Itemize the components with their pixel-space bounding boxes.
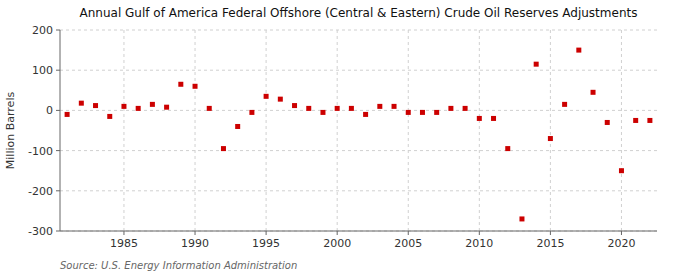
x-tick-label: 2015 (536, 237, 564, 250)
y-axis-label: Million Barrels (4, 92, 17, 170)
y-grid-line (60, 150, 657, 151)
point (576, 48, 581, 53)
point (463, 106, 468, 111)
point (79, 101, 84, 106)
y-axis-line (60, 30, 61, 231)
y-tick-label: 100 (32, 64, 53, 77)
point (264, 94, 269, 99)
point (633, 118, 638, 123)
y-tick (56, 70, 60, 71)
title: Annual Gulf of America Federal Offshore … (80, 6, 638, 20)
x-tick-label: 2000 (323, 237, 351, 250)
x-tick-label: 2020 (607, 237, 635, 250)
point (519, 216, 524, 221)
point (292, 103, 297, 108)
y-tick (56, 231, 60, 232)
x-tick (479, 231, 480, 235)
point (647, 118, 652, 123)
x-tick-label: 2010 (465, 237, 493, 250)
point (477, 116, 482, 121)
point (335, 106, 340, 111)
point (221, 146, 226, 151)
point (278, 97, 283, 102)
chart: -300 -200 -100 0 100 200 1985 1990 1995 2000 2005 2… (0, 0, 675, 275)
point (150, 102, 155, 107)
y-tick-label: 200 (32, 24, 53, 37)
y-tick (56, 150, 60, 151)
x-grid-line (621, 30, 622, 231)
x-grid-line (550, 30, 551, 231)
x-tick-label: 1985 (110, 237, 138, 250)
x-grid-line (195, 30, 196, 231)
point (107, 114, 112, 119)
y-grid-line (60, 70, 657, 71)
x-tick (123, 231, 124, 235)
y-tick-label: -200 (28, 185, 53, 198)
y-grid-line (60, 30, 657, 31)
point (534, 62, 539, 67)
x-tick (266, 231, 267, 235)
x-grid-line (408, 30, 409, 231)
point (434, 110, 439, 115)
source-note: Source: U.S. Energy Information Administ… (60, 260, 297, 271)
point (591, 90, 596, 95)
point (249, 110, 254, 115)
y-tick (56, 190, 60, 191)
points (65, 48, 653, 222)
point (562, 102, 567, 107)
point (491, 116, 496, 121)
point (178, 82, 183, 87)
point (349, 106, 354, 111)
point (136, 106, 141, 111)
x-tick-label: 1990 (181, 237, 209, 250)
point (377, 104, 382, 109)
axes: -300 -200 -100 0 100 200 1985 1990 1995 2000 2005 2… (28, 24, 657, 250)
x-tick (337, 231, 338, 235)
point (406, 110, 411, 115)
point (121, 104, 126, 109)
point (619, 168, 624, 173)
y-tick-label: -300 (28, 225, 53, 238)
point (306, 106, 311, 111)
point (363, 112, 368, 117)
point (605, 120, 610, 125)
y-tick-label: -100 (28, 145, 53, 158)
x-tick-label: 1995 (252, 237, 280, 250)
y-grid-line (60, 231, 657, 232)
y-tick (56, 110, 60, 111)
point (193, 84, 198, 89)
point (65, 112, 70, 117)
point (320, 110, 325, 115)
x-tick-label: 2005 (394, 237, 422, 250)
x-grid-line (337, 30, 338, 231)
background (0, 0, 675, 275)
y-tick (56, 30, 60, 31)
x-axis-line (60, 231, 657, 232)
point (164, 105, 169, 110)
point (93, 103, 98, 108)
point (420, 110, 425, 115)
x-grid-line (123, 30, 124, 231)
y-tick-label: 0 (46, 104, 53, 117)
point (548, 136, 553, 141)
point (505, 146, 510, 151)
y-grid-line (60, 110, 657, 111)
x-tick (621, 231, 622, 235)
point (207, 106, 212, 111)
x-tick (550, 231, 551, 235)
point (392, 104, 397, 109)
x-grid-line (479, 30, 480, 231)
point (235, 124, 240, 129)
point (448, 106, 453, 111)
grid (60, 30, 657, 231)
y-grid-line (60, 190, 657, 191)
x-tick (195, 231, 196, 235)
x-tick (408, 231, 409, 235)
x-grid-line (266, 30, 267, 231)
